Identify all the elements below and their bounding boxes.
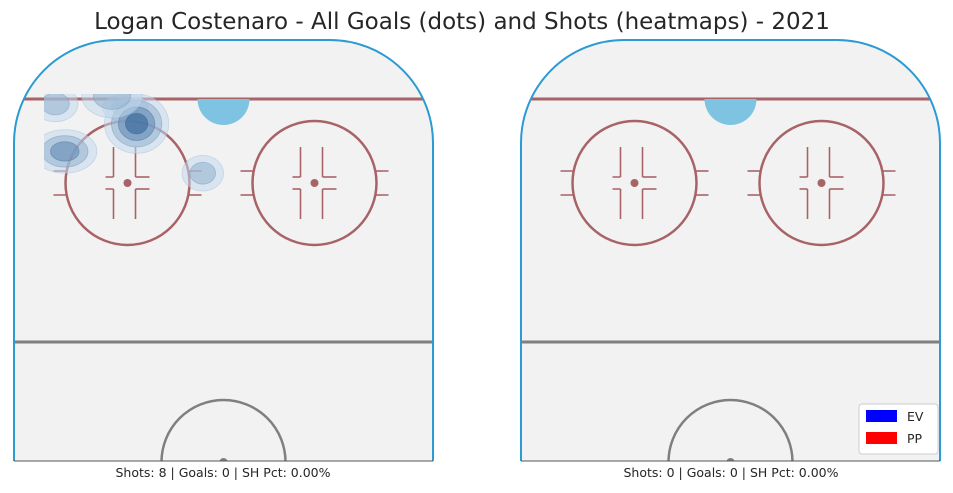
rink-markings (521, 97, 940, 461)
rink-boards (13, 39, 434, 461)
faceoff-dot (123, 179, 132, 187)
center-dot (219, 458, 228, 461)
legend-swatch-ev (866, 410, 897, 422)
heatmap-layer (44, 94, 224, 192)
heatmap-spot (44, 94, 79, 123)
legend-swatch-pp (866, 432, 897, 444)
rink-right (520, 39, 941, 462)
right-panel-caption: Shots: 0 | Goals: 0 | SH Pct: 0.00% (623, 465, 838, 480)
rink-left (13, 39, 434, 462)
heatmap-contour (189, 161, 216, 185)
goal-crease (704, 99, 757, 126)
chart-title: Logan Costenaro - All Goals (dots) and S… (94, 9, 830, 35)
left-panel-caption: Shots: 8 | Goals: 0 | SH Pct: 0.00% (115, 465, 330, 480)
legend-label-ev: EV (907, 409, 924, 424)
rink-surface (521, 40, 940, 461)
goal-crease (197, 99, 250, 126)
heatmap-contour (44, 94, 70, 116)
heatmap-spot (44, 129, 98, 174)
faceoff-circle-right (747, 119, 896, 247)
center-dot (726, 458, 735, 461)
faceoff-circle-right (240, 119, 389, 247)
faceoff-ring (251, 119, 378, 247)
faceoff-dot (630, 179, 639, 187)
heatmap-contour (93, 94, 132, 110)
center-circle (667, 398, 794, 461)
heatmap-spot (81, 94, 143, 119)
rink-markings (14, 94, 433, 461)
faceoff-dot (310, 179, 319, 187)
heatmap-spot (181, 154, 224, 192)
heatmap-contour (125, 112, 149, 135)
faceoff-dot (817, 179, 826, 187)
faceoff-ring (571, 119, 698, 247)
legend-label-pp: PP (907, 431, 923, 446)
center-circle (160, 398, 287, 461)
legend: EV PP (858, 403, 939, 455)
rink-boards (520, 39, 941, 461)
rink-panels (13, 39, 941, 462)
faceoff-circle-left (560, 119, 709, 247)
faceoff-ring (758, 119, 885, 247)
heatmap-contour (50, 141, 80, 162)
